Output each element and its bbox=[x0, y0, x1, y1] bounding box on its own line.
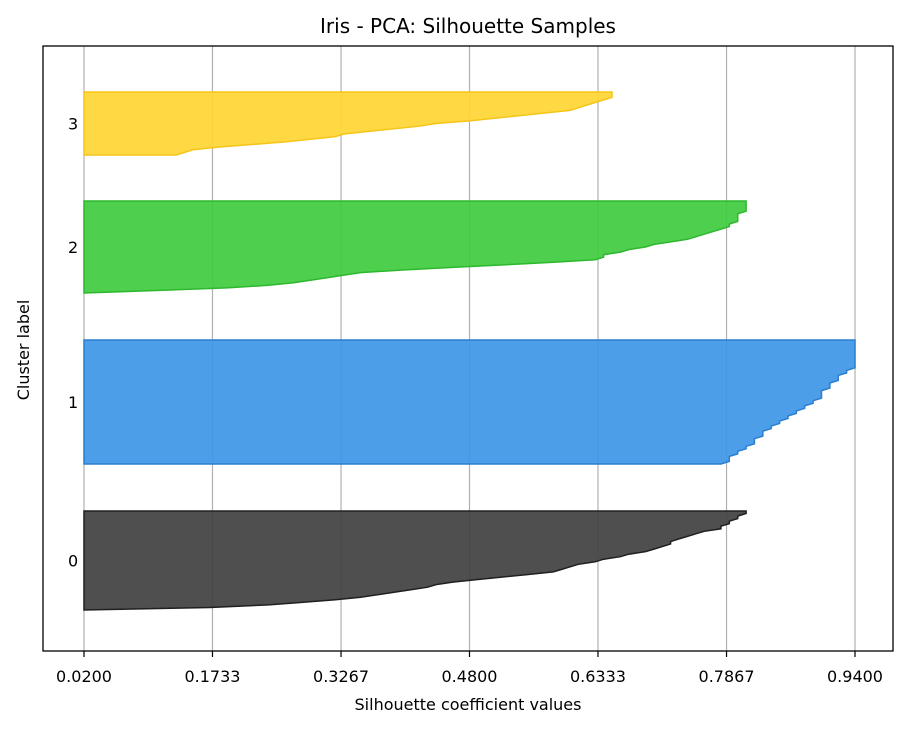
y-axis-ticks: 0 1 2 3 bbox=[68, 115, 78, 571]
cluster-3-band bbox=[83, 91, 613, 156]
x-tick-label: 0.4800 bbox=[442, 667, 498, 686]
cluster-0-band bbox=[83, 510, 747, 611]
y-axis-label: Cluster label bbox=[14, 300, 33, 401]
x-tick-label: 0.0200 bbox=[56, 667, 112, 686]
cluster-label-2: 2 bbox=[68, 238, 78, 257]
x-axis-label: Silhouette coefficient values bbox=[355, 695, 582, 714]
x-axis-ticks: 0.0200 0.1733 0.3267 0.4800 0.6333 0.7867 0.94… bbox=[56, 651, 883, 686]
chart-title: Iris - PCA: Silhouette Samples bbox=[320, 14, 616, 38]
x-tick-label: 0.9400 bbox=[827, 667, 883, 686]
x-tick-label: 0.3267 bbox=[313, 667, 369, 686]
cluster-1-band bbox=[83, 339, 856, 465]
x-tick-label: 0.7867 bbox=[699, 667, 755, 686]
x-tick-label: 0.1733 bbox=[184, 667, 240, 686]
silhouette-bands bbox=[83, 91, 856, 611]
x-tick-label: 0.6333 bbox=[570, 667, 626, 686]
plot-frame bbox=[42, 45, 894, 652]
cluster-label-0: 0 bbox=[68, 552, 78, 571]
cluster-label-1: 1 bbox=[68, 393, 78, 412]
cluster-label-3: 3 bbox=[68, 115, 78, 134]
cluster-2-band bbox=[83, 200, 747, 294]
